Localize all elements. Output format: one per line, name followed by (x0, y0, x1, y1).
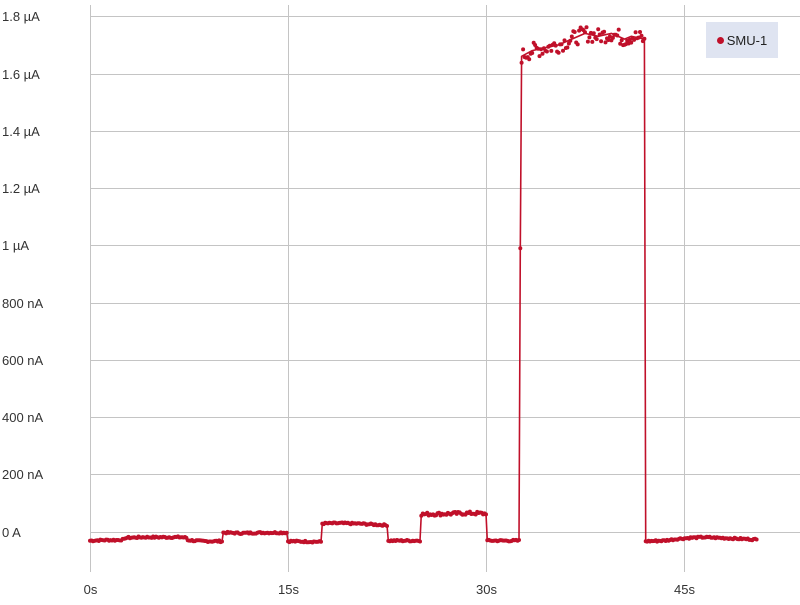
y-tick-label: 1.6 µA (2, 67, 40, 82)
data-point (599, 39, 604, 44)
y-tick-label: 800 nA (2, 296, 44, 311)
series-smu-1 (88, 25, 759, 545)
data-point (319, 539, 323, 544)
grid (90, 5, 800, 572)
data-point (639, 33, 644, 38)
data-point (754, 537, 759, 542)
data-point (603, 40, 608, 45)
data-point (642, 36, 647, 41)
y-tick-label: 1.2 µA (2, 181, 40, 196)
data-point (537, 54, 542, 59)
y-tick-label: 1 µA (2, 238, 29, 253)
y-tick-label: 1.4 µA (2, 124, 40, 139)
data-point (610, 35, 615, 40)
data-point (632, 37, 637, 42)
data-point (584, 25, 589, 30)
data-point (544, 49, 549, 54)
data-point (385, 524, 389, 528)
data-point (559, 42, 564, 47)
data-point (585, 39, 590, 44)
y-axis-ticks: 0 A 200 nA 400 nA 600 nA 800 nA 1 µA 1.2 µA 1.4… (2, 9, 44, 540)
data-point (284, 530, 289, 535)
legend-label: SMU-1 (726, 32, 768, 48)
data-point (575, 42, 580, 47)
legend-marker-icon (716, 36, 724, 44)
data-point (590, 39, 595, 44)
data-point (583, 30, 587, 35)
data-point (587, 35, 592, 40)
data-point (518, 246, 523, 251)
x-tick-label: 0s (84, 582, 98, 597)
data-point (615, 33, 620, 38)
data-point (562, 38, 567, 43)
x-tick-label: 45s (674, 582, 695, 597)
data-point (521, 47, 526, 52)
data-point (591, 31, 596, 36)
series-line (89, 32, 757, 543)
data-point (549, 48, 554, 53)
data-point (220, 539, 224, 544)
data-point (597, 32, 602, 37)
data-point (594, 37, 599, 42)
x-axis-ticks: 0s 15s 30s 45s (84, 582, 696, 597)
data-point (530, 51, 535, 55)
data-point (568, 38, 573, 43)
data-point (561, 48, 565, 53)
y-tick-label: 200 nA (2, 467, 44, 482)
data-point (569, 34, 574, 39)
data-point (596, 27, 601, 32)
data-point (577, 28, 582, 33)
data-point (633, 30, 638, 35)
data-point (572, 30, 577, 34)
data-point (540, 51, 545, 56)
data-point (629, 40, 634, 45)
data-point (619, 38, 624, 43)
data-point (638, 30, 642, 34)
data-point (527, 57, 532, 62)
data-point (519, 60, 524, 65)
data-point (484, 512, 488, 517)
x-tick-label: 15s (278, 582, 299, 597)
data-point (607, 34, 612, 39)
data-point (418, 539, 422, 544)
y-tick-label: 400 nA (2, 410, 44, 425)
data-point (553, 43, 558, 48)
data-point (556, 50, 561, 55)
data-point (517, 538, 521, 542)
data-point (602, 29, 607, 34)
data-point (565, 45, 570, 50)
data-point (636, 35, 641, 40)
y-tick-label: 600 nA (2, 353, 44, 368)
y-tick-label: 1.8 µA (2, 9, 40, 24)
y-tick-label: 0 A (2, 525, 21, 540)
data-point (616, 27, 621, 32)
legend[interactable]: SMU-1 (706, 22, 778, 58)
x-tick-label: 30s (476, 582, 497, 597)
